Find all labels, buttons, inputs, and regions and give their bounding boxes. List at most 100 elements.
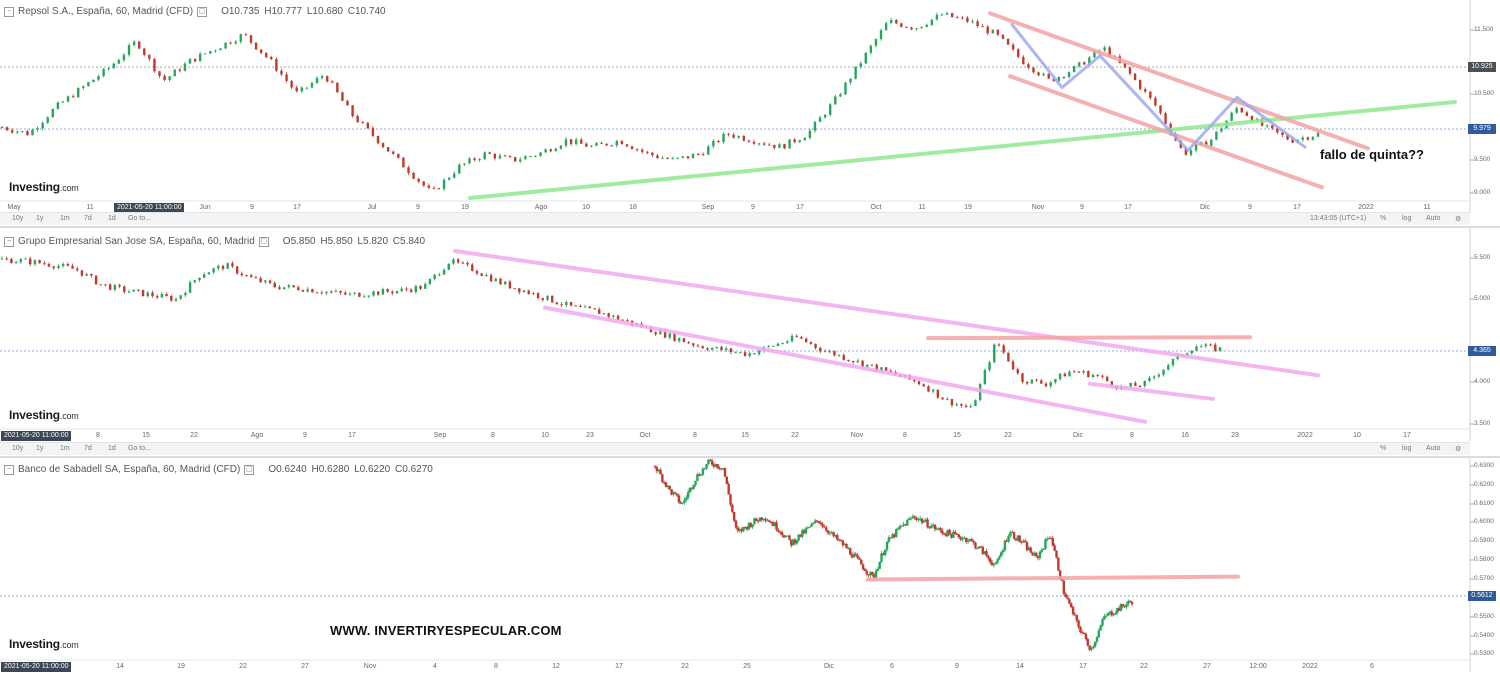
candle-body <box>432 187 436 189</box>
chart-canvas-san-jose[interactable] <box>0 228 1500 442</box>
candle-body <box>499 278 502 285</box>
candle-body <box>716 464 719 469</box>
range-button[interactable]: 1y <box>36 445 44 452</box>
range-button[interactable]: 1m <box>60 445 70 452</box>
scale-option[interactable]: % <box>1380 445 1387 452</box>
chart-panel-sabadell[interactable]: − Banco de Sabadell SA, España, 60, Madr… <box>0 458 1500 674</box>
candle-body <box>976 548 979 550</box>
range-button[interactable]: Go to... <box>128 445 151 452</box>
x-tick-label: 19 <box>964 204 972 211</box>
x-tick-label: 9 <box>303 432 307 439</box>
candle-body <box>775 522 778 530</box>
collapse-icon[interactable]: − <box>4 464 14 475</box>
x-tick-label: 12 <box>552 663 560 670</box>
scale-option[interactable]: log <box>1402 445 1412 452</box>
chart-panel-repsol[interactable]: − Repsol S.A., España, 60, Madrid (CFD) … <box>0 0 1500 226</box>
candle-body <box>588 306 592 309</box>
candle-body <box>371 128 375 136</box>
candle-body <box>184 292 187 296</box>
candle-body <box>793 139 796 143</box>
candle-body <box>1134 382 1137 386</box>
candle-body <box>983 370 987 385</box>
scale-option[interactable]: Auto <box>1426 445 1441 452</box>
candle-body <box>919 518 922 520</box>
settings-icon[interactable]: ▢ <box>258 236 269 247</box>
candle-body <box>917 518 920 521</box>
candle-body <box>653 465 657 468</box>
gear-icon[interactable]: ⚙ <box>1455 446 1462 453</box>
candle-body <box>381 289 385 295</box>
candle-body <box>1073 371 1076 373</box>
candle-body <box>882 553 885 556</box>
candle-body <box>884 367 888 371</box>
candle-body <box>1088 57 1091 65</box>
panel-divider[interactable] <box>0 226 1500 228</box>
scale-option[interactable]: % <box>1380 215 1387 222</box>
chart-panel-san-jose[interactable]: − Grupo Empresarial San Jose SA, España,… <box>0 228 1500 455</box>
gear-icon[interactable]: ⚙ <box>1455 216 1462 223</box>
settings-icon[interactable]: ▢ <box>244 464 255 475</box>
candle-body <box>884 23 888 31</box>
candle-body <box>847 548 850 550</box>
candle-body <box>791 539 795 546</box>
candle-body <box>705 464 708 469</box>
collapse-icon[interactable]: − <box>4 236 14 247</box>
investing-logo: Investing.com <box>9 637 79 651</box>
candle-body <box>815 520 819 522</box>
candle-body <box>744 526 747 528</box>
candle-body <box>1072 66 1076 73</box>
candle-body <box>478 159 481 161</box>
range-button[interactable]: 7d <box>84 445 92 452</box>
candle-body <box>957 534 961 538</box>
x-tick-label: 8 <box>96 432 100 439</box>
range-button[interactable]: 7d <box>84 215 92 222</box>
candle-body <box>539 152 542 156</box>
candle-body <box>77 88 80 98</box>
candle-body <box>325 291 328 294</box>
candle-body <box>707 146 710 155</box>
candle-body <box>19 259 23 262</box>
price-badge: 4.365 <box>1468 346 1496 356</box>
x-tick-label: 19 <box>461 204 469 211</box>
candle-body <box>1033 552 1036 556</box>
candle-body <box>758 517 762 522</box>
panel-divider[interactable] <box>0 456 1500 458</box>
candle-body <box>282 287 286 290</box>
chart-canvas-sabadell[interactable] <box>0 458 1500 674</box>
candle-body <box>946 399 949 401</box>
range-button[interactable]: Go to... <box>128 215 151 222</box>
range-button[interactable]: 1m <box>60 215 70 222</box>
range-button[interactable]: 10y <box>12 445 24 452</box>
candle-body <box>996 559 999 563</box>
y-tick-label: 0.5800 <box>1474 556 1494 563</box>
candle-body <box>564 139 568 146</box>
candle-body <box>513 157 517 162</box>
candle-body <box>585 143 588 147</box>
candle-body <box>755 518 758 521</box>
settings-icon[interactable]: ▢ <box>197 6 208 17</box>
range-button[interactable]: 1d <box>108 445 116 452</box>
candle-body <box>663 481 666 483</box>
candle-body <box>1306 137 1310 140</box>
candle-body <box>931 389 935 392</box>
candle-body <box>710 460 714 465</box>
candle-body <box>348 293 352 295</box>
candle-body <box>891 534 894 539</box>
candle-body <box>1053 545 1056 551</box>
price-badge: 9.979 <box>1468 124 1496 134</box>
candle-body <box>821 523 824 527</box>
candle-body <box>1088 645 1091 650</box>
range-button[interactable]: 1d <box>108 215 116 222</box>
range-button[interactable]: 1y <box>36 215 44 222</box>
candle-body <box>1066 597 1069 600</box>
collapse-icon[interactable]: − <box>4 6 14 17</box>
candle-body <box>412 172 415 179</box>
candle-body <box>1108 611 1112 614</box>
candle-body <box>773 522 776 526</box>
candle-body <box>837 539 841 541</box>
scale-option[interactable]: Auto <box>1426 215 1441 222</box>
range-button[interactable]: 10y <box>12 215 24 222</box>
candle-body <box>887 537 891 542</box>
chart-canvas-repsol[interactable] <box>0 0 1500 226</box>
scale-option[interactable]: log <box>1402 215 1412 222</box>
